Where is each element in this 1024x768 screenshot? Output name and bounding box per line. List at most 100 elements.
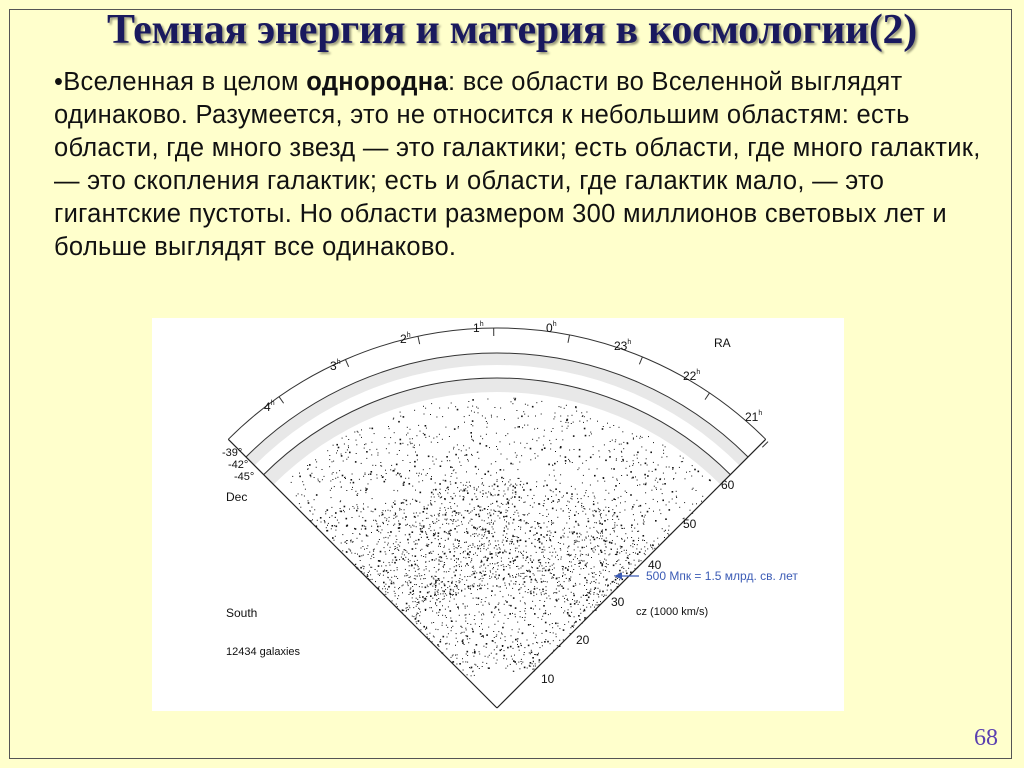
galaxy-dot <box>430 478 432 480</box>
galaxy-dot <box>326 529 329 532</box>
galaxy-dot <box>388 585 390 588</box>
galaxy-dot <box>390 531 392 533</box>
galaxy-dot <box>596 522 597 524</box>
galaxy-dot <box>471 453 472 455</box>
galaxy-dot <box>317 480 319 482</box>
galaxy-dot <box>315 466 317 468</box>
galaxy-dot <box>543 546 545 548</box>
galaxy-dot <box>604 543 606 545</box>
galaxy-dot <box>531 543 533 544</box>
galaxy-dot <box>407 444 409 446</box>
galaxy-dot <box>557 516 559 518</box>
galaxy-dot <box>569 460 570 462</box>
galaxy-dot <box>417 569 419 571</box>
galaxy-dot <box>605 537 607 539</box>
galaxy-dot <box>518 589 520 591</box>
galaxy-dot <box>474 623 476 625</box>
galaxy-dot <box>631 477 633 479</box>
galaxy-dot <box>467 548 469 550</box>
galaxy-dot <box>632 437 634 439</box>
galaxy-dot <box>331 525 334 527</box>
galaxy-dot <box>440 581 442 583</box>
galaxy-dot <box>589 418 591 420</box>
galaxy-dot <box>599 456 601 458</box>
galaxy-dot <box>531 405 534 408</box>
galaxy-dot <box>494 407 496 408</box>
galaxy-dot <box>556 645 558 647</box>
galaxy-dot <box>579 562 581 564</box>
galaxy-dot <box>650 451 652 454</box>
galaxy-dot <box>398 588 399 590</box>
galaxy-dot <box>549 530 551 532</box>
galaxy-dot <box>673 478 675 479</box>
galaxy-dot <box>467 531 469 533</box>
galaxy-dot <box>420 555 422 557</box>
galaxy-dot <box>538 661 540 663</box>
galaxy-dot <box>543 555 544 557</box>
galaxy-dot <box>425 568 427 570</box>
galaxy-dot <box>453 545 455 547</box>
galaxy-dot <box>505 483 506 485</box>
galaxy-dot <box>566 492 568 494</box>
galaxy-dot <box>587 555 589 556</box>
galaxy-dot <box>394 468 396 470</box>
galaxy-dot <box>612 515 614 517</box>
galaxy-dot <box>505 511 507 513</box>
galaxy-dot <box>341 474 344 477</box>
galaxy-dot <box>417 598 419 600</box>
galaxy-dot <box>377 565 380 567</box>
galaxy-dot <box>631 433 633 435</box>
galaxy-dot <box>655 487 657 489</box>
galaxy-dot <box>450 596 451 598</box>
galaxy-dot <box>559 639 561 641</box>
galaxy-dot <box>503 527 505 529</box>
galaxy-dot <box>599 591 601 593</box>
galaxy-dot <box>536 593 538 595</box>
galaxy-dot <box>508 507 510 508</box>
galaxy-dot <box>360 566 362 569</box>
galaxy-dot <box>691 488 693 490</box>
galaxy-dot <box>330 480 332 482</box>
galaxy-dot <box>468 522 470 524</box>
galaxy-dot <box>343 511 345 513</box>
galaxy-dot <box>542 515 544 516</box>
galaxy-dot <box>518 649 520 651</box>
galaxy-dot <box>461 589 463 591</box>
galaxy-dot <box>524 514 526 516</box>
galaxy-dot <box>516 509 518 511</box>
galaxy-dot <box>626 549 627 551</box>
galaxy-dot <box>457 427 459 429</box>
galaxy-dot <box>530 459 532 461</box>
galaxy-dot <box>455 633 457 635</box>
galaxy-dot <box>435 532 436 534</box>
galaxy-dot <box>462 639 464 641</box>
galaxy-dot <box>584 434 587 437</box>
galaxy-dot <box>477 547 479 550</box>
galaxy-dot <box>505 536 506 538</box>
galaxy-dot <box>338 522 340 524</box>
galaxy-dot <box>434 594 436 596</box>
galaxy-dot <box>509 663 511 665</box>
galaxy-dot <box>409 503 411 505</box>
galaxy-dot <box>538 503 540 505</box>
galaxy-dot <box>549 643 551 645</box>
galaxy-dot <box>443 564 445 566</box>
galaxy-dot <box>394 500 396 502</box>
galaxy-dot <box>551 496 553 497</box>
galaxy-dot <box>510 497 512 499</box>
galaxy-dot <box>543 575 545 576</box>
galaxy-dot <box>409 536 411 538</box>
galaxy-dot <box>486 496 488 498</box>
galaxy-dot <box>394 586 396 588</box>
galaxy-dot <box>568 545 570 547</box>
galaxy-dot <box>587 518 589 520</box>
galaxy-dot <box>595 579 597 581</box>
galaxy-dot <box>492 573 494 575</box>
galaxy-dot <box>379 560 381 562</box>
galaxy-dot <box>314 509 316 511</box>
galaxy-dot <box>557 499 559 500</box>
galaxy-dot <box>573 603 576 605</box>
galaxy-dot <box>496 446 497 447</box>
galaxy-dot <box>621 451 623 453</box>
galaxy-dot <box>590 431 592 433</box>
